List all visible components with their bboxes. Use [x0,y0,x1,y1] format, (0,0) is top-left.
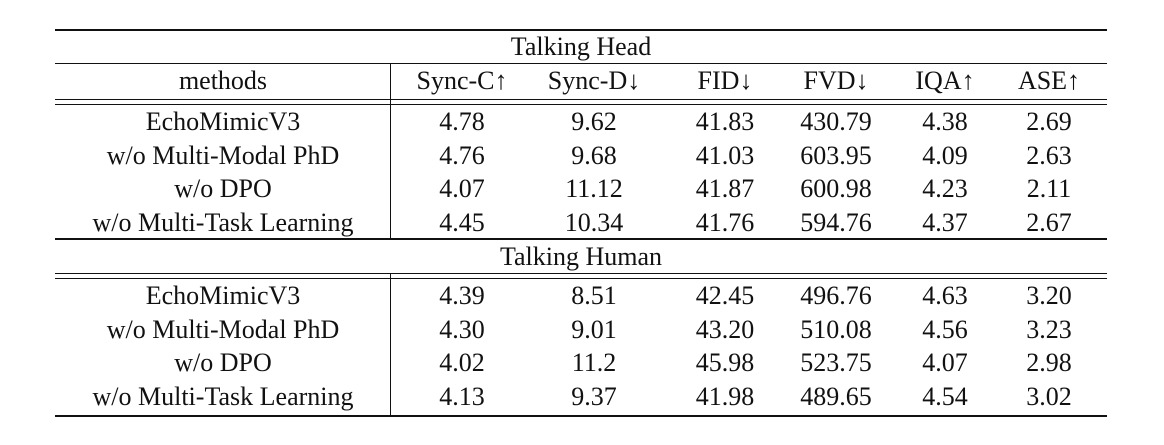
header-cell: ASE↑ [1017,66,1081,95]
value-cell: 4.38 [922,107,968,136]
value-cell: 489.65 [800,381,872,411]
value-cell: 41.03 [695,140,755,170]
value-cell: 11.12 [565,174,623,203]
value-cell: 4.54 [922,381,968,411]
header-cell: Sync-D↓ [547,66,641,95]
value-cell: 4.23 [922,174,968,203]
value-cell: 2.67 [1026,207,1072,237]
rule [55,415,1107,417]
value-cell: 4.78 [439,107,485,136]
value-cell: 41.76 [695,207,755,237]
rule [55,278,1107,279]
value-cell: 4.37 [922,207,968,237]
value-cell: 4.63 [922,281,968,310]
method-cell: w/o Multi-Task Learning [92,207,354,237]
rule [55,63,1107,64]
value-cell: 4.02 [439,348,485,377]
value-cell: 4.76 [439,140,485,170]
section-title: Talking Head [510,32,652,61]
column-rule [390,273,391,416]
value-cell: 41.83 [695,107,755,136]
method-cell: w/o DPO [174,348,272,377]
value-cell: 496.76 [800,281,872,310]
rule [55,104,1107,105]
value-cell: 510.08 [800,314,872,344]
value-cell: 4.07 [439,174,485,203]
value-cell: 3.20 [1026,281,1072,310]
value-cell: 603.95 [800,140,872,170]
value-cell: 4.07 [922,348,968,377]
section-title: Talking Human [499,242,663,271]
value-cell: 9.68 [571,140,617,170]
value-cell: 9.62 [571,107,617,136]
value-cell: 4.09 [922,140,968,170]
value-cell: 4.39 [439,281,485,310]
header-cell: IQA↑ [915,66,975,95]
method-cell: w/o Multi-Modal PhD [106,140,340,170]
value-cell: 523.75 [800,348,872,377]
column-rule [390,63,391,239]
value-cell: 430.79 [800,107,872,136]
value-cell: 2.98 [1026,348,1072,377]
value-cell: 600.98 [800,174,872,203]
value-cell: 9.37 [571,381,617,411]
value-cell: 2.11 [1026,174,1072,203]
value-cell: 2.63 [1026,140,1072,170]
rule [55,273,1107,274]
value-cell: 41.87 [695,174,755,203]
rule [55,29,1107,31]
value-cell: 2.69 [1026,107,1072,136]
method-cell: EchoMimicV3 [145,107,301,136]
method-cell: w/o DPO [174,174,272,203]
value-cell: 4.56 [922,314,968,344]
method-cell: w/o Multi-Task Learning [92,381,354,411]
value-cell: 11.2 [571,348,617,377]
value-cell: 3.23 [1026,314,1072,344]
value-cell: 41.98 [695,381,755,411]
value-cell: 4.45 [439,207,485,237]
method-cell: EchoMimicV3 [145,281,301,310]
value-cell: 9.01 [571,314,617,344]
header-cell: methods [178,66,268,95]
value-cell: 4.13 [439,381,485,411]
header-cell: Sync-C↑ [416,66,508,95]
value-cell: 42.45 [695,281,755,310]
header-cell: FID↓ [697,66,753,95]
value-cell: 8.51 [571,281,617,310]
rule [55,238,1107,240]
value-cell: 3.02 [1026,381,1072,411]
value-cell: 4.30 [439,314,485,344]
value-cell: 594.76 [800,207,872,237]
method-cell: w/o Multi-Modal PhD [106,314,340,344]
header-cell: FVD↓ [803,66,869,95]
rule [55,99,1107,100]
value-cell: 45.98 [695,348,755,377]
value-cell: 43.20 [695,314,755,344]
value-cell: 10.34 [564,207,624,237]
